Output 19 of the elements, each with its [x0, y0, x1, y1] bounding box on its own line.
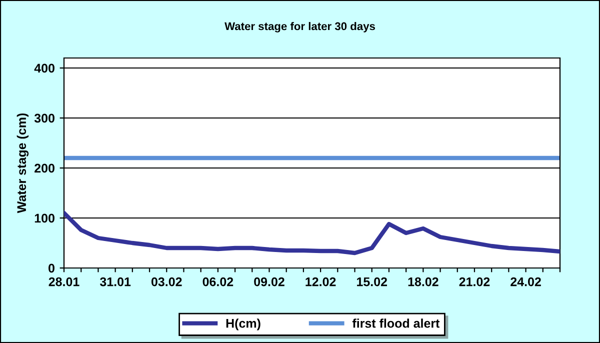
y-tick-label: 0 — [48, 264, 54, 273]
x-tick-label: 24.02 — [510, 277, 541, 286]
x-tick-label: 03.02 — [151, 277, 182, 286]
x-tick-label: 31.01 — [100, 277, 131, 286]
legend-label: H(cm) — [226, 318, 260, 330]
x-tick-label: 15.02 — [357, 277, 388, 286]
x-tick-label: 21.02 — [459, 277, 490, 286]
x-tick-label: 06.02 — [202, 277, 234, 286]
y-tick-label: 100 — [34, 214, 54, 223]
y-axis-title: Water stage (cm) — [16, 113, 29, 214]
chart-title: Water stage for later 30 days — [224, 22, 375, 32]
x-tick-label: 09.02 — [254, 277, 284, 286]
x-tick-label: 12.02 — [306, 277, 336, 286]
x-tick-label: 28.01 — [48, 277, 80, 286]
x-tick-label: 18.02 — [408, 277, 438, 286]
y-tick-label: 300 — [34, 114, 54, 123]
legend-label: first flood alert — [352, 318, 440, 328]
y-tick-label: 200 — [34, 164, 54, 173]
y-tick-label: 400 — [34, 64, 54, 73]
